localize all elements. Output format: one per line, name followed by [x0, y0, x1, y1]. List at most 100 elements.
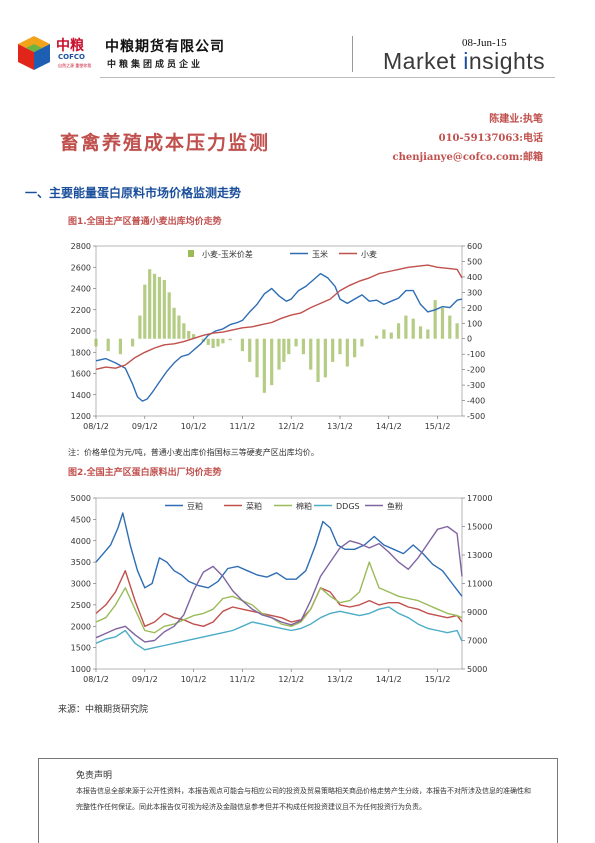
c1-bar-0: [240, 338, 244, 352]
c2-ytick-left-label: 3000: [71, 580, 91, 589]
c1-bar-0: [143, 284, 147, 339]
c1-bar-0: [426, 329, 430, 339]
c1-series-line-2: [95, 264, 463, 370]
cofco-logo-icon: [18, 36, 50, 70]
c1-bar-0: [455, 323, 459, 339]
section-heading: 一、主要能量蛋白原料市场价格监测走势: [25, 186, 242, 200]
c1-xtick-label: 14/1/2: [376, 422, 402, 431]
c1-bar-0: [418, 326, 423, 339]
c1-ytick-right-label: 200: [467, 304, 482, 313]
c2-xtick-label: 09/1/2: [132, 675, 158, 684]
c1-ytick-right-label: -100: [467, 350, 485, 359]
c1-bar-0: [187, 331, 191, 339]
figure1-caption: 图1.全国主产区普通小麦出库均价走势: [68, 217, 222, 227]
c2-ytick-left-label: 5000: [71, 494, 91, 503]
c1-bar-0: [192, 334, 196, 339]
c1-ytick-right-label: 400: [467, 273, 482, 282]
c1-bar-0: [206, 338, 210, 345]
header-rule: [100, 77, 555, 78]
c1-ytick-left-label: 2200: [71, 306, 91, 315]
author-phone: 010-59137063:电话: [438, 133, 543, 144]
c1-bar-0: [106, 338, 110, 352]
c1-plot-area: [95, 245, 463, 417]
c1-ytick-left-label: 2400: [71, 285, 91, 294]
c1-bar-0: [353, 338, 357, 358]
c1-ytick-left-label: 2800: [71, 242, 91, 251]
company-name: 中粮期货有限公司: [105, 39, 225, 55]
c1-bar-0: [287, 338, 291, 355]
c2-ytick-left-label: 2000: [71, 622, 91, 631]
logo-slogan: 自然之源 重塑你我: [58, 63, 92, 68]
c1-ytick-right-label: 0: [467, 335, 472, 344]
c1-bar-0: [118, 338, 122, 355]
figure1-note: 注：价格单位为元/吨，普通小麦出库价指国标三等硬麦产区出库均价。: [68, 448, 319, 457]
c1-legend-label: 玉米: [312, 249, 328, 259]
c1-bar-0: [309, 338, 313, 370]
c1-bar-0: [375, 335, 379, 339]
logo-en-text: COFCO: [58, 53, 85, 61]
c1-ytick-left-label: 2600: [71, 263, 91, 272]
c2-plot-area: [95, 497, 463, 670]
c2-ytick-left-label: 4500: [71, 515, 91, 524]
c1-xtick-label: 10/1/2: [181, 422, 207, 431]
c1-ytick-left-label: 1800: [71, 348, 91, 357]
report-date: 08-Jun-15: [462, 37, 507, 49]
c1-bar-0: [162, 280, 166, 339]
c1-bar-0: [301, 338, 305, 355]
disclaimer-title: 免责声明: [76, 771, 113, 781]
c1-bar-0: [323, 338, 327, 378]
chart-protein-meal-price: 1000 1500 2000 2500 3000 3500 4000 4500 5000 5000…: [71, 494, 493, 684]
c2-ytick-right-label: 11000: [467, 580, 492, 589]
c1-bar-0: [148, 269, 152, 339]
c2-ytick-right-label: 17000: [467, 494, 492, 503]
c2-ytick-left-label: 2500: [71, 601, 91, 610]
c1-bar-0: [211, 338, 215, 348]
c1-bar-0: [331, 338, 335, 362]
c2-series-line-1: [95, 569, 463, 628]
author-name: 陈建业:执笔: [489, 114, 543, 125]
c1-ytick-right-label: -300: [467, 381, 485, 390]
c1-ytick-right-label: 100: [467, 319, 482, 328]
c2-ytick-left-label: 1500: [71, 644, 91, 653]
c1-ytick-right-label: 300: [467, 288, 482, 297]
brand-part2: nsights: [468, 48, 546, 74]
c2-ytick-right-label: 15000: [467, 523, 492, 532]
c1-bar-0: [345, 338, 349, 367]
c1-legend-swatch: [188, 250, 194, 257]
c1-bar-0: [433, 300, 437, 339]
c1-bar-0: [172, 307, 176, 339]
c1-bar-0: [182, 323, 186, 339]
c1-bar-0: [262, 338, 266, 393]
c1-ytick-right-label: -500: [467, 412, 485, 421]
c2-legend-label: 鱼粉: [387, 501, 403, 511]
c1-bar-0: [167, 292, 171, 339]
c1-bar-0: [404, 315, 408, 339]
company-subtitle: 中粮集团成员企业: [107, 60, 204, 70]
c1-xtick-label: 15/1/2: [425, 422, 451, 431]
c1-bar-0: [270, 338, 274, 386]
c2-series-line-0: [95, 512, 463, 597]
c1-xtick-label: 13/1/2: [327, 422, 353, 431]
c1-bar-0: [316, 338, 320, 382]
source-note: 来源：中粮期货研究院: [58, 705, 149, 715]
c2-series-line-3: [95, 606, 463, 651]
c1-ytick-right-label: 600: [467, 242, 482, 251]
c1-bar-0: [255, 338, 259, 378]
c1-bar-0: [338, 338, 342, 355]
c1-bar-0: [248, 338, 252, 362]
c1-xtick-label: 09/1/2: [132, 422, 158, 431]
c2-legend-label: 豆粕: [187, 501, 203, 511]
c1-bar-0: [282, 338, 286, 362]
c1-bar-0: [411, 318, 415, 339]
c1-series-line-1: [95, 272, 463, 402]
author-block: 陈建业:执笔 010-59137063:电话 chenjianye@cofco.…: [380, 110, 544, 167]
c1-bar-0: [294, 338, 298, 347]
c1-xtick-label: 08/1/2: [83, 422, 109, 431]
c1-bar-0: [277, 338, 281, 370]
disclaimer-text: 本报告信息全部来源于公开性资料，本报告观点可能会与相应公司的投资及贸易策略相关商…: [76, 787, 531, 811]
c1-bar-0: [94, 338, 98, 347]
c2-xtick-label: 10/1/2: [181, 675, 207, 684]
c1-bar-0: [382, 329, 386, 339]
c1-legend-label: 小麦-玉米价差: [202, 249, 253, 259]
header-divider: [352, 36, 353, 72]
